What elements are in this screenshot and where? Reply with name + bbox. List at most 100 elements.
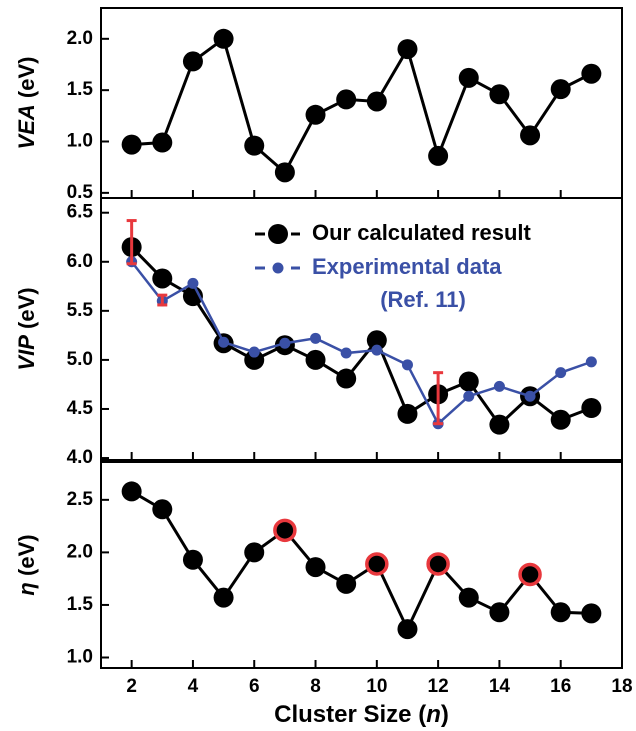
y-axis-title-var: η <box>14 582 39 595</box>
x-tick-label: 2 <box>126 676 137 697</box>
x-tick-label: 12 <box>428 676 449 697</box>
data-point <box>336 573 357 594</box>
data-point <box>182 51 203 72</box>
data-point <box>310 332 322 344</box>
data-point <box>121 481 142 502</box>
data-point <box>581 603 602 624</box>
data-point <box>121 134 142 155</box>
data-point <box>397 39 418 60</box>
data-point <box>244 135 265 156</box>
y-axis-title-var: VIP <box>14 335 39 371</box>
data-point <box>458 587 479 608</box>
legend-note: (Ref. 11) <box>380 287 466 312</box>
x-tick-label: 8 <box>310 676 321 697</box>
data-point <box>274 520 295 541</box>
data-point <box>550 409 571 430</box>
x-tick-label: 4 <box>188 676 199 697</box>
legend-label: Experimental data <box>312 254 502 279</box>
x-axis-title-b: ) <box>441 701 449 728</box>
data-point <box>305 557 326 578</box>
y-axis-title-unit: (eV) <box>14 57 39 99</box>
data-point <box>489 602 510 623</box>
data-point <box>493 380 505 392</box>
series-line <box>130 490 592 633</box>
data-point <box>182 549 203 570</box>
data-point <box>213 28 234 49</box>
data-point <box>305 349 326 370</box>
y-tick-label: 6.0 <box>67 251 93 272</box>
y-axis-title: η (eV) <box>14 534 39 595</box>
data-point <box>371 344 383 356</box>
data-point <box>401 359 413 371</box>
highlight-ring <box>365 552 389 576</box>
plot-frame <box>100 197 623 461</box>
plot-frame <box>100 7 623 199</box>
data-point <box>152 268 173 289</box>
data-point <box>336 368 357 389</box>
data-point <box>458 67 479 88</box>
x-tick-label: 14 <box>489 676 511 697</box>
data-point <box>213 587 234 608</box>
x-tick-label: 10 <box>366 676 387 697</box>
data-point <box>244 349 265 370</box>
y-axis-title: VEA (eV) <box>14 57 39 150</box>
data-point <box>218 336 230 348</box>
data-point <box>366 330 387 351</box>
data-point <box>152 499 173 520</box>
data-point <box>187 277 199 289</box>
y-axis-title: VIP (eV) <box>14 287 39 370</box>
y-tick-label: 2.0 <box>67 541 93 562</box>
data-point <box>397 619 418 640</box>
series-line <box>130 246 592 427</box>
data-point <box>458 371 479 392</box>
y-tick-label: 4.5 <box>67 398 94 419</box>
y-tick-label: 5.0 <box>67 349 93 370</box>
data-point <box>248 346 260 358</box>
data-point <box>463 390 475 402</box>
data-point <box>520 125 541 146</box>
data-point <box>520 564 541 585</box>
y-tick-label: 0.5 <box>67 182 94 203</box>
data-point <box>152 132 173 153</box>
data-point <box>524 390 536 402</box>
data-point <box>489 414 510 435</box>
y-tick-label: 1.5 <box>67 79 94 100</box>
y-tick-label: 1.0 <box>67 647 93 668</box>
legend-label: Our calculated result <box>312 220 532 245</box>
series-line <box>131 36 593 175</box>
highlight-ring <box>518 562 542 587</box>
x-tick-label: 6 <box>249 676 260 697</box>
highlight-ring <box>426 552 450 576</box>
x-axis-title-a: Cluster Size ( <box>274 701 426 728</box>
data-point <box>550 79 571 100</box>
data-point <box>581 397 602 418</box>
y-axis-title-unit: (eV) <box>14 287 39 329</box>
data-point <box>366 91 387 112</box>
data-point <box>305 104 326 125</box>
y-tick-label: 5.5 <box>67 300 94 321</box>
y-tick-label: 1.0 <box>67 131 93 152</box>
data-point <box>279 337 291 349</box>
data-point <box>489 84 510 105</box>
y-axis-title-unit: (eV) <box>14 534 39 576</box>
x-axis-title-var: n <box>426 701 441 728</box>
x-tick-label: 18 <box>611 676 632 697</box>
legend-marker <box>272 262 284 274</box>
data-point <box>397 403 418 424</box>
series-line <box>130 261 592 426</box>
plot-frame <box>100 461 623 669</box>
x-tick-label: 16 <box>550 676 571 697</box>
legend-marker <box>268 224 288 244</box>
y-axis-title-var: VEA <box>14 104 39 149</box>
data-point <box>336 89 357 110</box>
data-point <box>274 162 295 183</box>
y-tick-label: 2.5 <box>67 489 94 510</box>
y-tick-label: 2.0 <box>67 28 93 49</box>
data-point <box>581 63 602 84</box>
data-point <box>366 553 387 574</box>
data-point <box>340 347 352 359</box>
x-axis-title: Cluster Size (n) <box>274 701 449 728</box>
data-point <box>428 145 449 166</box>
data-point <box>550 602 571 623</box>
